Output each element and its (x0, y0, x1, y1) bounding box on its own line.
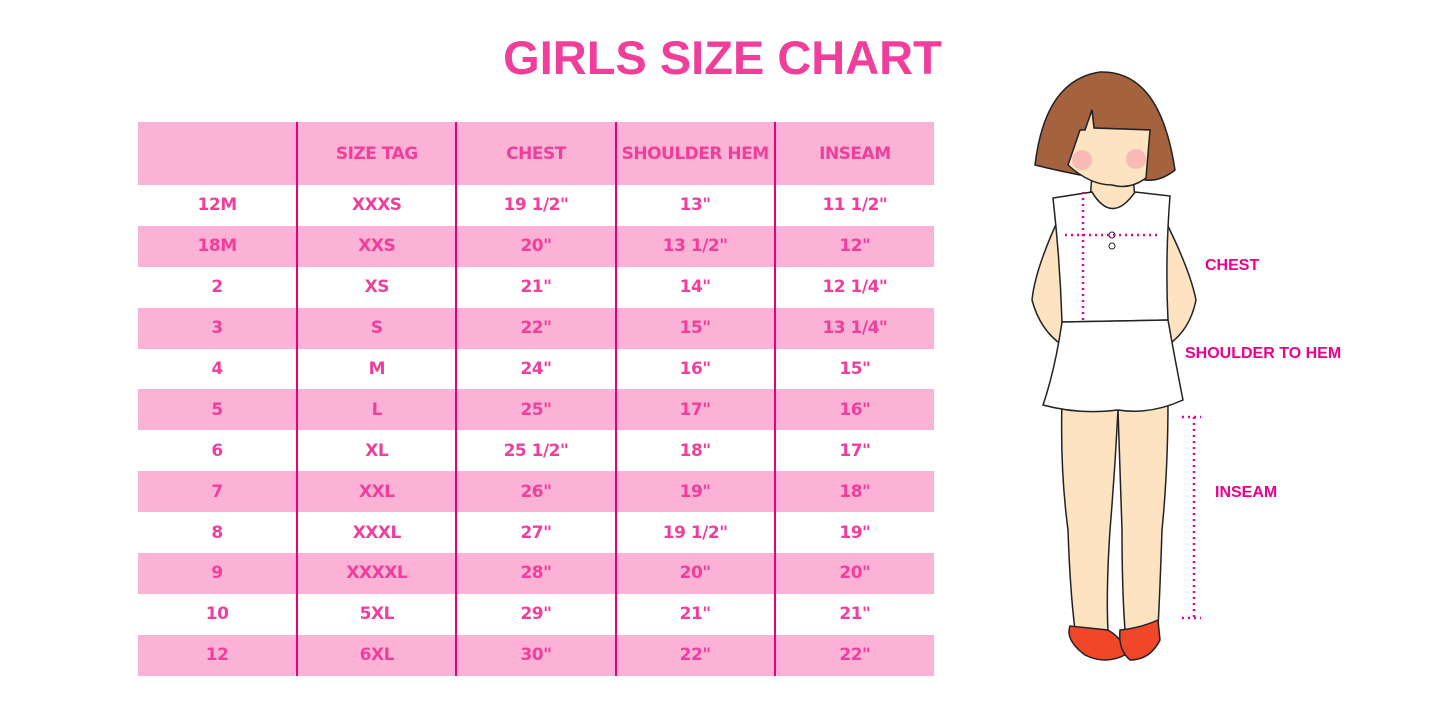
cell-size: 4 (211, 359, 223, 379)
cell-inseam: 12 1/4" (773, 266, 934, 308)
cell-size-tag: L (296, 389, 457, 431)
cell-chest: 30" (455, 634, 616, 676)
cell-shoulder-hem: 16" (614, 348, 775, 390)
cell-size-tag: XXXL (296, 512, 457, 554)
cell-size: 10 (205, 604, 229, 625)
cell-inseam: 21" (773, 593, 934, 635)
cell-size: 12M (197, 195, 238, 216)
chest-label: CHEST (1205, 257, 1259, 274)
table-header-row: SIZE TAG CHEST SHOULDER HEM INSEAM (138, 122, 934, 185)
cell-chest: 20" (455, 225, 616, 267)
table-row: 9 XXXXL 28" 20" 20" (138, 553, 934, 594)
cell-size-tag: XXXXL (296, 553, 457, 594)
cell-size-tag: XS (296, 266, 457, 308)
cell-size-tag: S (296, 307, 457, 349)
cell-size-tag: M (296, 348, 457, 390)
cell-size: 7 (138, 471, 298, 513)
table-row: 4 M 24" 16" 15" (138, 348, 934, 390)
cell-size-tag: XL (296, 430, 457, 472)
right-shoe (1118, 618, 1161, 661)
cell-inseam: 12" (773, 225, 934, 267)
cell-size-tag: 6XL (296, 634, 457, 676)
cell-shoulder-hem: 17" (614, 389, 775, 431)
header-size (138, 122, 298, 185)
cell-inseam: 17" (773, 430, 934, 472)
table-row: 12 6XL 30" 22" 22" (138, 634, 934, 676)
cell-inseam: 11 1/2" (773, 185, 934, 226)
right-leg (1117, 399, 1169, 631)
right-arm (1159, 217, 1197, 347)
table-row: 8 XXXL 27" 19 1/2" 19" (138, 512, 934, 554)
shirt (1052, 191, 1171, 323)
cell-shoulder-hem: 14" (614, 266, 775, 308)
cell-shoulder-hem: 13" (614, 185, 775, 226)
page-title: GIRLS SIZE CHART (503, 31, 942, 84)
cell-chest: 25 1/2" (455, 430, 616, 472)
shirt-neckline (1091, 191, 1136, 210)
cell-chest: 26" (455, 471, 616, 513)
cell-size: 8 (211, 522, 223, 543)
cell-inseam: 13 1/4" (773, 307, 934, 349)
table-row: 5 L 25" 17" 16" (138, 389, 934, 431)
table-row: 10 5XL 29" 21" 21" (138, 593, 934, 635)
cell-shoulder-hem: 19" (614, 471, 775, 513)
cell-chest: 25" (455, 389, 616, 431)
size-chart-table: SIZE TAG CHEST SHOULDER HEM INSEAM 12M XX… (138, 122, 934, 676)
cell-size: 12 (138, 634, 298, 676)
cell-size-tag: XXL (296, 471, 457, 513)
cell-inseam: 19" (773, 512, 934, 554)
header-chest: CHEST (455, 122, 616, 185)
cell-shoulder-hem: 13 1/2" (614, 225, 775, 267)
cell-shoulder-hem: 20" (614, 553, 775, 594)
cell-size: 3 (138, 307, 298, 349)
table-row: 6 XL 25 1/2" 18" 17" (138, 430, 934, 472)
table-row: 2 XS 21" 14" 12 1/4" (138, 266, 934, 308)
table-row: 12M XXXS 19 1/2" 13" 11 1/2" (138, 185, 934, 226)
cell-chest: 28" (455, 553, 616, 594)
cell-shoulder-hem: 19 1/2" (614, 512, 775, 554)
left-leg (1060, 399, 1119, 633)
cell-shoulder-hem: 21" (614, 593, 775, 635)
cell-size: 9 (138, 553, 298, 594)
cell-shoulder-hem: 15" (614, 307, 775, 349)
cell-size: 6 (211, 440, 223, 461)
cell-inseam: 22" (773, 634, 934, 676)
cell-inseam: 20" (773, 553, 934, 594)
cell-shoulder-hem: 22" (614, 634, 775, 676)
cell-chest: 21" (455, 266, 616, 308)
cell-size: 5 (138, 389, 298, 431)
cell-chest: 19 1/2" (455, 185, 616, 226)
cell-shoulder-hem: 18" (614, 430, 775, 472)
cell-size-tag: XXS (296, 225, 457, 267)
cell-size-tag: 5XL (296, 593, 457, 635)
cell-inseam: 18" (773, 471, 934, 513)
cell-inseam: 16" (773, 389, 934, 431)
header-size-tag: SIZE TAG (296, 122, 457, 185)
cell-size: 18M (138, 225, 298, 267)
cell-chest: 22" (455, 307, 616, 349)
skirt (1042, 319, 1184, 413)
header-inseam: INSEAM (773, 122, 934, 185)
table-row: 7 XXL 26" 19" 18" (138, 471, 934, 513)
header-shoulder-hem: SHOULDER HEM (614, 122, 775, 185)
inseam-label: INSEAM (1215, 484, 1277, 501)
table-row: 18M XXS 20" 13 1/2" 12" (138, 225, 934, 267)
left-shoe (1068, 625, 1126, 661)
shoulder-to-hem-label: SHOULDER TO HEM (1185, 345, 1341, 362)
cell-size-tag: XXXS (296, 185, 457, 226)
cell-size: 2 (211, 277, 223, 298)
cell-chest: 24" (455, 348, 616, 390)
cell-chest: 29" (455, 593, 616, 635)
cell-chest: 27" (455, 512, 616, 554)
cell-inseam: 15" (773, 348, 934, 390)
table-row: 3 S 22" 15" 13 1/4" (138, 307, 934, 349)
